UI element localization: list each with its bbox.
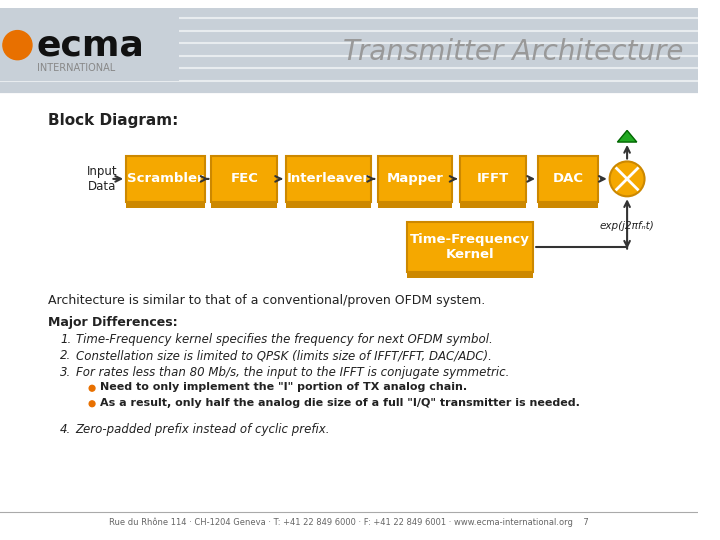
FancyBboxPatch shape xyxy=(286,156,372,202)
FancyBboxPatch shape xyxy=(211,202,277,208)
Text: INTERNATIONAL: INTERNATIONAL xyxy=(37,63,115,73)
Text: Rue du Rhône 114 · CH-1204 Geneva · T: +41 22 849 6000 · F: +41 22 849 6001 · ww: Rue du Rhône 114 · CH-1204 Geneva · T: +… xyxy=(109,517,589,526)
Text: exp(j2πfₙt): exp(j2πfₙt) xyxy=(600,220,654,231)
Circle shape xyxy=(3,31,32,60)
FancyBboxPatch shape xyxy=(378,202,451,208)
Text: Constellation size is limited to QPSK (limits size of IFFT/FFT, DAC/ADC).: Constellation size is limited to QPSK (l… xyxy=(76,349,492,362)
FancyBboxPatch shape xyxy=(378,156,451,202)
Circle shape xyxy=(89,401,95,407)
FancyBboxPatch shape xyxy=(126,156,205,202)
FancyBboxPatch shape xyxy=(0,8,698,93)
Text: Transmitter Architecture: Transmitter Architecture xyxy=(343,38,684,66)
Text: Input
Data: Input Data xyxy=(86,165,117,193)
Text: DAC: DAC xyxy=(552,172,583,185)
FancyBboxPatch shape xyxy=(407,272,533,278)
FancyBboxPatch shape xyxy=(0,8,179,81)
Text: Need to only implement the "I" portion of TX analog chain.: Need to only implement the "I" portion o… xyxy=(100,382,467,393)
Text: Zero-padded prefix instead of cyclic prefix.: Zero-padded prefix instead of cyclic pre… xyxy=(76,423,330,436)
Text: 1.: 1. xyxy=(60,333,71,346)
Circle shape xyxy=(610,161,644,197)
Circle shape xyxy=(89,386,95,391)
FancyBboxPatch shape xyxy=(126,202,205,208)
Polygon shape xyxy=(618,131,636,142)
FancyBboxPatch shape xyxy=(538,156,598,202)
Text: 3.: 3. xyxy=(60,366,71,379)
Text: Time-Frequency kernel specifies the frequency for next OFDM symbol.: Time-Frequency kernel specifies the freq… xyxy=(76,333,492,346)
Text: IFFT: IFFT xyxy=(477,172,510,185)
FancyBboxPatch shape xyxy=(211,156,277,202)
FancyBboxPatch shape xyxy=(460,202,526,208)
Text: As a result, only half the analog die size of a full "I/Q" transmitter is needed: As a result, only half the analog die si… xyxy=(100,398,580,408)
Text: 2.: 2. xyxy=(60,349,71,362)
Text: Major Differences:: Major Differences: xyxy=(48,315,178,328)
Text: Interleaver: Interleaver xyxy=(287,172,370,185)
FancyBboxPatch shape xyxy=(538,202,598,208)
FancyBboxPatch shape xyxy=(286,202,372,208)
Text: Mapper: Mapper xyxy=(387,172,444,185)
Text: FEC: FEC xyxy=(230,172,258,185)
Text: ecma: ecma xyxy=(37,28,145,62)
FancyBboxPatch shape xyxy=(407,221,533,272)
Text: Block Diagram:: Block Diagram: xyxy=(48,113,179,128)
Text: Architecture is similar to that of a conventional/proven OFDM system.: Architecture is similar to that of a con… xyxy=(48,294,486,307)
Text: For rates less than 80 Mb/s, the input to the IFFT is conjugate symmetric.: For rates less than 80 Mb/s, the input t… xyxy=(76,366,509,379)
FancyBboxPatch shape xyxy=(460,156,526,202)
Text: Scrambler: Scrambler xyxy=(127,172,204,185)
Text: Time-Frequency
Kernel: Time-Frequency Kernel xyxy=(410,233,530,261)
Text: 4.: 4. xyxy=(60,423,71,436)
